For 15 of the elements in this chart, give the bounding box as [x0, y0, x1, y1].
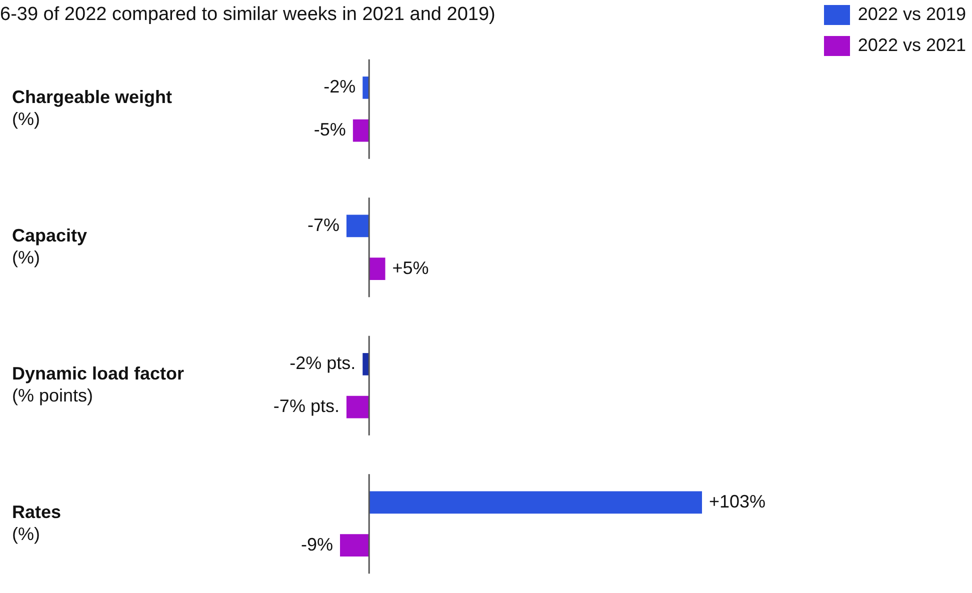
data-label: -9%	[300, 534, 333, 554]
y-tick-label: Dynamic load factor (% points)	[12, 364, 184, 406]
data-label: +103%	[709, 491, 766, 512]
chart-title: 6-39 of 2022 compared to similar weeks in 2021 and 2019)	[0, 4, 496, 26]
y-tick-label: Rates (%)	[12, 502, 62, 544]
y-tick-label: Capacity (%)	[12, 225, 88, 268]
data-label: -2% pts.	[290, 353, 356, 374]
data-label: -7%	[307, 214, 340, 235]
data-label: +5%	[392, 258, 429, 278]
data-label: -2%	[324, 76, 356, 97]
data-label: -7% pts.	[273, 396, 340, 416]
y-tick-label: Chargeable weight (%)	[12, 87, 172, 130]
legend-label: 2022 vs 2019	[858, 4, 966, 25]
data-label: -5%	[314, 120, 346, 140]
legend-label: 2022 vs 2021	[858, 35, 966, 56]
